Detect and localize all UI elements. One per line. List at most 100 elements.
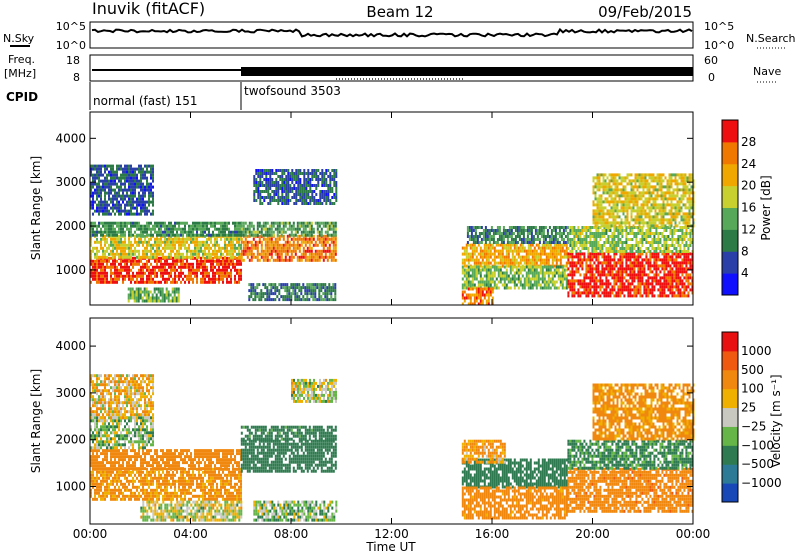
heatmap-cell — [491, 252, 494, 256]
heatmap-cell — [178, 240, 180, 244]
heatmap-cell — [599, 238, 602, 241]
power-heatmap — [90, 164, 695, 306]
heatmap-cell — [495, 265, 498, 269]
heatmap-cell — [317, 199, 320, 202]
heatmap-cell — [635, 288, 638, 292]
heatmap-cell — [669, 258, 672, 262]
heatmap-cell — [266, 255, 269, 259]
heatmap-cell — [679, 282, 682, 286]
heatmap-cell — [240, 262, 242, 266]
heatmap-cell — [162, 230, 164, 234]
heatmap-cell — [228, 249, 230, 253]
heatmap-cell — [274, 246, 277, 250]
heatmap-cell — [667, 288, 670, 292]
heatmap-cell — [613, 238, 616, 241]
heatmap-cell — [501, 274, 504, 278]
heatmap-cell — [150, 230, 152, 234]
heatmap-cell — [286, 258, 289, 262]
heatmap-cell — [621, 232, 624, 235]
heatmap-cell — [208, 274, 210, 278]
heatmap-cell — [142, 182, 144, 186]
heatmap-cell — [334, 233, 337, 237]
heatmap-cell — [140, 212, 142, 216]
heatmap-cell — [467, 296, 470, 300]
heatmap-cell — [90, 182, 92, 186]
heatmap-cell — [299, 169, 302, 172]
heatmap-cell — [595, 250, 598, 253]
heatmap-cell — [226, 252, 228, 256]
heatmap-cell — [106, 200, 108, 204]
heatmap-cell — [571, 226, 574, 229]
heatmap-cell — [170, 265, 172, 269]
heatmap-cell — [599, 294, 602, 298]
heatmap-cell — [641, 294, 644, 298]
heatmap-cell — [526, 235, 529, 238]
heatmap-cell — [124, 224, 126, 228]
heatmap-cell — [465, 280, 468, 284]
heatmap-cell — [94, 265, 96, 269]
heatmap-cell — [142, 277, 144, 281]
heatmap-cell — [579, 285, 582, 289]
heatmap-cell — [284, 283, 287, 287]
heatmap-cell — [322, 286, 325, 290]
heatmap-cell — [208, 237, 210, 241]
heatmap-cell — [106, 179, 108, 183]
heatmap-cell — [609, 267, 612, 271]
heatmap-cell — [232, 265, 234, 269]
heatmap-cell — [94, 274, 96, 278]
heatmap-cell — [623, 294, 626, 298]
heatmap-cell — [284, 230, 287, 234]
heatmap-cell — [320, 227, 323, 231]
heatmap-cell — [260, 227, 263, 231]
heatmap-cell — [571, 291, 574, 295]
heatmap-cell — [146, 164, 148, 168]
heatmap-cell — [518, 229, 521, 232]
heatmap-cell — [146, 224, 148, 228]
heatmap-cell — [503, 255, 506, 259]
heatmap-cell — [159, 290, 162, 294]
heatmap-cell — [641, 276, 644, 280]
heatmap-cell — [649, 261, 652, 265]
heatmap-cell — [228, 243, 230, 247]
heatmap-cell — [559, 261, 562, 265]
heatmap-cell — [587, 252, 590, 256]
heatmap-cell — [599, 250, 602, 253]
heatmap-cell — [525, 283, 528, 287]
heatmap-cell — [100, 206, 102, 210]
heatmap-cell — [264, 237, 267, 241]
heatmap-cell — [238, 221, 240, 225]
heatmap-cell — [525, 258, 528, 262]
heatmap-cell — [104, 206, 106, 210]
heatmap-cell — [238, 233, 240, 237]
heatmap-cell — [577, 282, 580, 286]
heatmap-cell — [130, 240, 132, 244]
heatmap-cell — [565, 280, 568, 284]
heatmap-cell — [268, 246, 271, 250]
heatmap-cell — [595, 226, 598, 229]
heatmap-cell — [222, 259, 224, 263]
heatmap-cell — [639, 226, 642, 229]
heatmap-cell — [130, 197, 132, 201]
heatmap-cell — [331, 202, 334, 205]
heatmap-cell — [501, 283, 504, 287]
heatmap-cell — [645, 279, 648, 283]
heatmap-cell — [633, 276, 636, 280]
heatmap-cell — [238, 249, 240, 253]
heatmap-cell — [128, 164, 130, 168]
heatmap-cell — [268, 243, 271, 247]
heatmap-cell — [334, 224, 337, 228]
heatmap-cell — [330, 295, 333, 299]
heatmap-cell — [281, 175, 284, 178]
heatmap-cell — [303, 196, 306, 199]
heatmap-cell — [505, 243, 508, 247]
heatmap-cell — [495, 261, 498, 265]
heatmap-cell — [675, 261, 678, 265]
heatmap-cell — [311, 199, 314, 202]
heatmap-cell — [278, 249, 281, 253]
heatmap-cell — [136, 227, 138, 231]
heatmap-cell — [492, 241, 495, 244]
heatmap-cell — [129, 296, 132, 300]
heatmap-cell — [168, 227, 170, 231]
heatmap-cell — [615, 270, 618, 274]
heatmap-cell — [597, 244, 600, 247]
